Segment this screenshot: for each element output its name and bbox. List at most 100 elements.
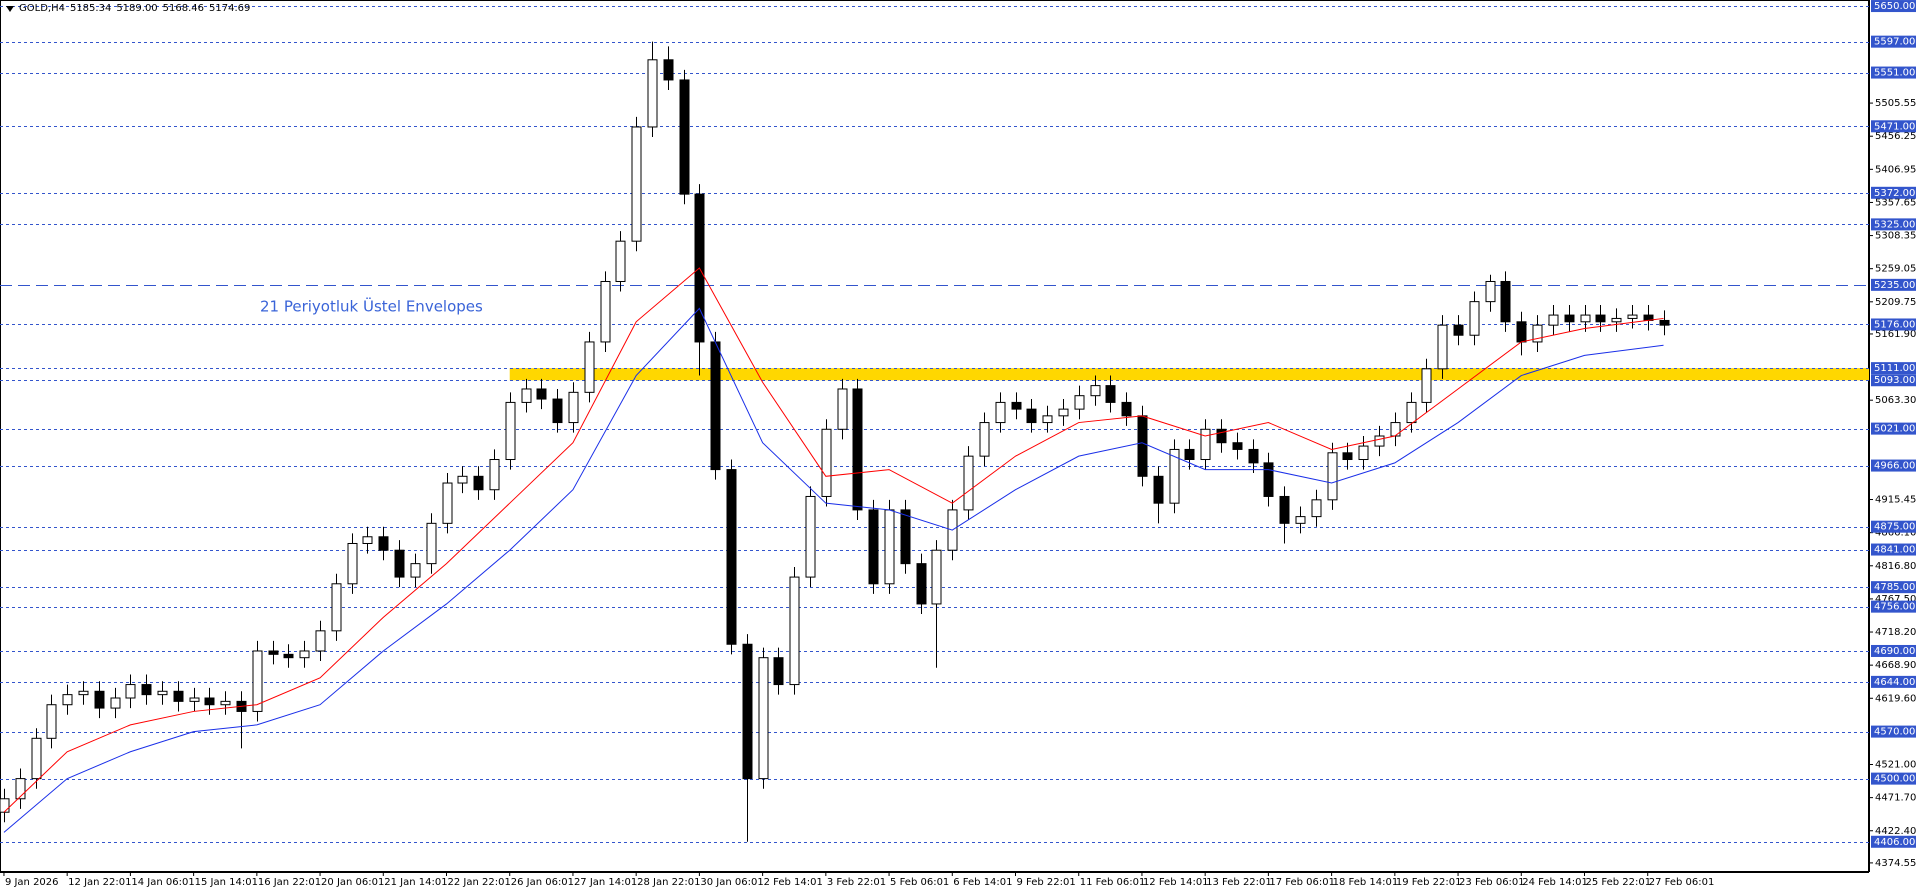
x-tick-label: 27 Jan 14:01 bbox=[574, 877, 637, 888]
candle-body bbox=[884, 509, 895, 585]
y-tick-label: 5259.05 bbox=[1875, 264, 1916, 275]
level-label-bg bbox=[1871, 520, 1916, 533]
level-label: 5650.00 bbox=[1874, 1, 1915, 12]
candle-body bbox=[1011, 401, 1022, 410]
candle-body bbox=[789, 576, 800, 686]
x-tick-label: 14 Jan 06:01 bbox=[131, 877, 194, 888]
x-tick-label: 21 Jan 14:01 bbox=[384, 877, 447, 888]
level-label-bg bbox=[1871, 35, 1916, 48]
candle-body bbox=[1516, 321, 1527, 343]
level-label-bg bbox=[1871, 459, 1916, 472]
candle-body bbox=[1279, 495, 1290, 524]
candle-body bbox=[758, 657, 769, 780]
candle-body bbox=[868, 509, 879, 585]
candle-body bbox=[62, 694, 73, 706]
candle-body bbox=[0, 798, 10, 813]
candle-body bbox=[505, 401, 516, 461]
y-tick-label: 4619.60 bbox=[1875, 693, 1916, 704]
y-tick-label: 5357.65 bbox=[1875, 197, 1916, 208]
candle-body bbox=[457, 475, 468, 484]
x-tick-label: 20 Jan 06:01 bbox=[321, 877, 384, 888]
candle-body bbox=[805, 495, 816, 578]
level-label-bg bbox=[1871, 318, 1916, 331]
annotation: 21 Periyotluk Üstel Envelopes bbox=[260, 296, 483, 315]
candle-body bbox=[1327, 452, 1338, 501]
candle-body bbox=[1295, 516, 1306, 524]
x-tick-label: 11 Feb 06:01 bbox=[1080, 877, 1146, 888]
level-label: 5176.00 bbox=[1874, 319, 1915, 330]
x-tick-label: 3 Feb 22:01 bbox=[827, 877, 886, 888]
x-tick-label: 6 Feb 14:01 bbox=[953, 877, 1012, 888]
level-label-bg bbox=[1871, 374, 1916, 387]
y-tick-label: 5161.90 bbox=[1875, 329, 1916, 340]
candle-body bbox=[94, 690, 105, 709]
candle-body bbox=[1358, 445, 1369, 461]
candle-body bbox=[46, 704, 57, 739]
x-tick-label: 23 Feb 06:01 bbox=[1459, 877, 1525, 888]
y-tick-label: 4521.00 bbox=[1875, 760, 1916, 771]
level-label-bg bbox=[1871, 186, 1916, 199]
candle-body bbox=[1469, 301, 1480, 336]
level-label: 4756.00 bbox=[1874, 602, 1915, 613]
candle-body bbox=[1485, 280, 1496, 303]
candle-body bbox=[710, 341, 721, 471]
x-tick-label: 26 Jan 06:01 bbox=[511, 877, 574, 888]
candle-body bbox=[631, 126, 642, 242]
menu-triangle[interactable] bbox=[6, 5, 14, 12]
y-tick-label: 4422.40 bbox=[1875, 826, 1916, 837]
x-tick-label: 30 Jan 06:01 bbox=[700, 877, 763, 888]
candle-body bbox=[536, 388, 547, 400]
candle-body bbox=[347, 542, 358, 585]
x-tick-label: 19 Feb 22:01 bbox=[1396, 877, 1462, 888]
y-tick-label: 4767.50 bbox=[1875, 594, 1916, 605]
x-tick-label: 13 Feb 22:01 bbox=[1206, 877, 1272, 888]
level-label-bg bbox=[1871, 278, 1916, 291]
level-label: 4644.00 bbox=[1874, 677, 1915, 688]
y-tick-label: 5209.75 bbox=[1875, 297, 1916, 308]
x-tick-label: 22 Jan 22:01 bbox=[448, 877, 511, 888]
x-tick-label: 17 Feb 06:01 bbox=[1269, 877, 1335, 888]
candle-body bbox=[1216, 428, 1227, 444]
level-label-bg bbox=[1871, 581, 1916, 594]
candle-body bbox=[1564, 314, 1575, 323]
candle-body bbox=[963, 455, 974, 511]
candle-body bbox=[204, 697, 215, 706]
candle-body bbox=[568, 391, 579, 424]
candle-body bbox=[837, 388, 848, 430]
bar-low: 5168.46 bbox=[162, 3, 205, 14]
candle-body bbox=[78, 690, 89, 696]
candle-body bbox=[979, 422, 990, 457]
candle-body bbox=[1263, 462, 1274, 497]
bar-open: 5185.34 bbox=[69, 3, 112, 14]
level-label: 4690.00 bbox=[1874, 646, 1915, 657]
candle-body bbox=[15, 778, 26, 800]
level-label-bg bbox=[1871, 0, 1916, 13]
candle-body bbox=[679, 79, 690, 195]
envelope-line bbox=[3, 267, 1664, 813]
candle-body bbox=[299, 650, 310, 659]
level-label-bg bbox=[1871, 422, 1916, 435]
candle-body bbox=[1311, 499, 1322, 518]
candle-body bbox=[521, 388, 532, 403]
candle-body bbox=[1232, 442, 1243, 450]
x-tick-label: 16 Jan 22:01 bbox=[258, 877, 321, 888]
bar-close: 5174.69 bbox=[209, 3, 251, 14]
level-label-bg bbox=[1871, 644, 1916, 657]
level-label-bg bbox=[1871, 835, 1916, 848]
y-tick-label: 5063.30 bbox=[1875, 395, 1916, 406]
candle-body bbox=[552, 398, 563, 424]
candle-body bbox=[362, 536, 373, 544]
x-tick-label: 5 Feb 06:01 bbox=[890, 877, 949, 888]
candle-body bbox=[1042, 415, 1053, 424]
candle-body bbox=[1374, 435, 1385, 447]
level-label: 4570.00 bbox=[1874, 727, 1915, 738]
candle-body bbox=[410, 563, 421, 578]
plot-frame bbox=[0, 0, 1869, 872]
candle-body bbox=[394, 549, 405, 578]
x-tick-label: 12 Feb 14:01 bbox=[1143, 877, 1209, 888]
level-label-bg bbox=[1871, 543, 1916, 556]
x-tick-label: 15 Jan 14:01 bbox=[195, 877, 258, 888]
candle-body bbox=[1342, 452, 1353, 461]
level-label: 5021.00 bbox=[1874, 424, 1915, 435]
level-label: 5471.00 bbox=[1874, 121, 1915, 132]
